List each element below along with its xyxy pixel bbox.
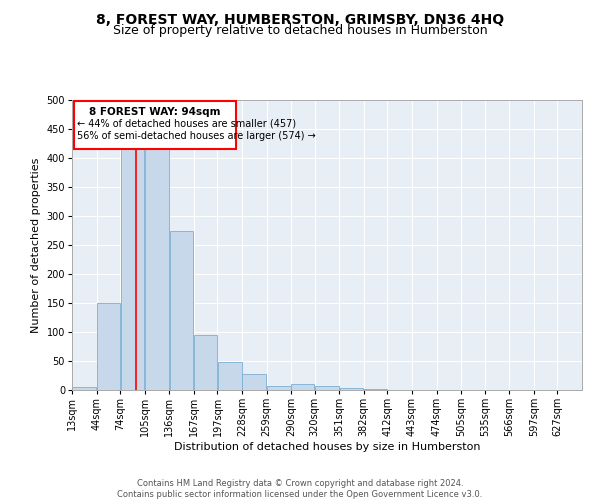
Bar xyxy=(267,386,290,390)
Bar xyxy=(340,388,364,390)
Text: 56% of semi-detached houses are larger (574) →: 56% of semi-detached houses are larger (… xyxy=(77,131,316,141)
Bar xyxy=(242,374,266,390)
Bar xyxy=(364,389,387,390)
Bar xyxy=(97,303,120,390)
Bar xyxy=(292,384,314,390)
Bar xyxy=(218,362,242,390)
Bar xyxy=(170,230,193,390)
Bar xyxy=(145,146,169,390)
Text: Contains public sector information licensed under the Open Government Licence v3: Contains public sector information licen… xyxy=(118,490,482,499)
Text: 8, FOREST WAY, HUMBERSTON, GRIMSBY, DN36 4HQ: 8, FOREST WAY, HUMBERSTON, GRIMSBY, DN36… xyxy=(96,12,504,26)
Bar xyxy=(73,387,96,390)
Text: ← 44% of detached houses are smaller (457): ← 44% of detached houses are smaller (45… xyxy=(77,118,296,128)
Bar xyxy=(194,335,217,390)
Text: Size of property relative to detached houses in Humberston: Size of property relative to detached ho… xyxy=(113,24,487,37)
Text: 8 FOREST WAY: 94sqm: 8 FOREST WAY: 94sqm xyxy=(89,106,221,117)
Bar xyxy=(315,386,339,390)
Text: Distribution of detached houses by size in Humberston: Distribution of detached houses by size … xyxy=(174,442,480,452)
Bar xyxy=(74,101,236,150)
Text: Contains HM Land Registry data © Crown copyright and database right 2024.: Contains HM Land Registry data © Crown c… xyxy=(137,479,463,488)
Bar xyxy=(121,146,145,390)
Y-axis label: Number of detached properties: Number of detached properties xyxy=(31,158,41,332)
